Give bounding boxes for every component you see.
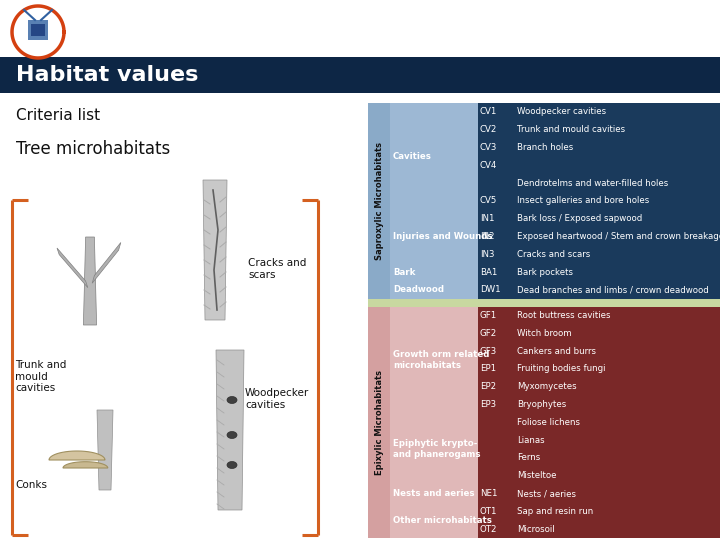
Text: Deadwood: Deadwood bbox=[393, 285, 444, 294]
Bar bbox=[478, 103, 720, 299]
Text: Bark pockets: Bark pockets bbox=[517, 267, 573, 276]
Text: CV1: CV1 bbox=[480, 107, 498, 117]
Bar bbox=[390, 307, 478, 538]
Text: EP3: EP3 bbox=[480, 400, 496, 409]
Text: Growth orm related
microhabitats: Growth orm related microhabitats bbox=[393, 350, 490, 370]
Text: GF2: GF2 bbox=[480, 329, 498, 338]
Text: Woodpecker cavities: Woodpecker cavities bbox=[517, 107, 606, 117]
Text: Fruiting bodies fungi: Fruiting bodies fungi bbox=[517, 364, 606, 374]
Text: Conks: Conks bbox=[15, 480, 47, 490]
Text: Cracks and scars: Cracks and scars bbox=[517, 249, 590, 259]
Text: Criteria list: Criteria list bbox=[16, 108, 100, 123]
Polygon shape bbox=[216, 350, 244, 510]
Text: IN2: IN2 bbox=[480, 232, 495, 241]
Text: Foliose lichens: Foliose lichens bbox=[517, 418, 580, 427]
Text: Saproxylic Microhabitats: Saproxylic Microhabitats bbox=[374, 142, 384, 260]
Polygon shape bbox=[49, 451, 105, 460]
Text: BA1: BA1 bbox=[480, 267, 498, 276]
Text: Bryophytes: Bryophytes bbox=[517, 400, 566, 409]
Text: Misteltoe: Misteltoe bbox=[517, 471, 557, 480]
Text: CV2: CV2 bbox=[480, 125, 498, 134]
Text: NE1: NE1 bbox=[480, 489, 498, 498]
Text: EP2: EP2 bbox=[480, 382, 496, 392]
Ellipse shape bbox=[227, 462, 237, 469]
Polygon shape bbox=[97, 410, 113, 490]
Bar bbox=[390, 103, 478, 299]
Polygon shape bbox=[92, 242, 121, 283]
Bar bbox=[368, 299, 720, 307]
Text: Bark loss / Exposed sapwood: Bark loss / Exposed sapwood bbox=[517, 214, 642, 223]
Polygon shape bbox=[12, 6, 64, 58]
Text: GF3: GF3 bbox=[480, 347, 498, 356]
Polygon shape bbox=[203, 180, 227, 320]
Bar bbox=[368, 103, 390, 299]
Text: Cracks and
scars: Cracks and scars bbox=[248, 258, 307, 280]
Ellipse shape bbox=[227, 431, 237, 438]
Ellipse shape bbox=[227, 396, 237, 403]
Text: IN1: IN1 bbox=[480, 214, 495, 223]
Text: Dead branches and limbs / crown deadwood: Dead branches and limbs / crown deadwood bbox=[517, 285, 708, 294]
Text: Nests and aeries: Nests and aeries bbox=[393, 489, 474, 498]
Text: Lianas: Lianas bbox=[517, 436, 544, 444]
Text: Trunk and mould cavities: Trunk and mould cavities bbox=[517, 125, 625, 134]
Text: Ferns: Ferns bbox=[517, 454, 540, 462]
Text: Dendrotelms and water-filled holes: Dendrotelms and water-filled holes bbox=[517, 179, 668, 187]
Polygon shape bbox=[57, 248, 88, 288]
Text: Cankers and burrs: Cankers and burrs bbox=[517, 347, 596, 356]
Text: Microsoil: Microsoil bbox=[517, 524, 554, 534]
Text: OT2: OT2 bbox=[480, 524, 498, 534]
Text: GF1: GF1 bbox=[480, 311, 498, 320]
Text: Exposed heartwood / Stem and crown breakage: Exposed heartwood / Stem and crown break… bbox=[517, 232, 720, 241]
Text: Branch holes: Branch holes bbox=[517, 143, 573, 152]
Text: IN3: IN3 bbox=[480, 249, 495, 259]
Text: Tree microhabitats: Tree microhabitats bbox=[16, 140, 170, 158]
Text: Woodpecker
cavities: Woodpecker cavities bbox=[245, 388, 310, 410]
Text: CV3: CV3 bbox=[480, 143, 498, 152]
Text: Nests / aeries: Nests / aeries bbox=[517, 489, 576, 498]
Text: Bark: Bark bbox=[393, 267, 415, 276]
Bar bbox=[0, 57, 720, 93]
Text: Epixylic Microhabitats: Epixylic Microhabitats bbox=[374, 370, 384, 475]
Text: CV4: CV4 bbox=[480, 161, 498, 170]
Text: EP1: EP1 bbox=[480, 364, 496, 374]
Bar bbox=[478, 307, 720, 538]
Text: OT1: OT1 bbox=[480, 507, 498, 516]
Text: Injuries and Wounds: Injuries and Wounds bbox=[393, 232, 492, 241]
Bar bbox=[368, 307, 390, 538]
Text: Myxomycetes: Myxomycetes bbox=[517, 382, 577, 392]
Text: Root buttress cavities: Root buttress cavities bbox=[517, 311, 611, 320]
Text: Trunk and
mould
cavities: Trunk and mould cavities bbox=[15, 360, 66, 393]
Text: Other microhabitats: Other microhabitats bbox=[393, 516, 492, 525]
Text: Witch broom: Witch broom bbox=[517, 329, 572, 338]
Text: CV5: CV5 bbox=[480, 197, 498, 205]
Text: Epiphytic krypto-
and phanerogams: Epiphytic krypto- and phanerogams bbox=[393, 440, 480, 459]
Text: Habitat values: Habitat values bbox=[16, 65, 199, 85]
Polygon shape bbox=[84, 237, 96, 325]
Text: Cavities: Cavities bbox=[393, 152, 432, 161]
Text: Sap and resin run: Sap and resin run bbox=[517, 507, 593, 516]
Polygon shape bbox=[63, 462, 108, 468]
Text: DW1: DW1 bbox=[480, 285, 500, 294]
Text: Insect galleries and bore holes: Insect galleries and bore holes bbox=[517, 197, 649, 205]
